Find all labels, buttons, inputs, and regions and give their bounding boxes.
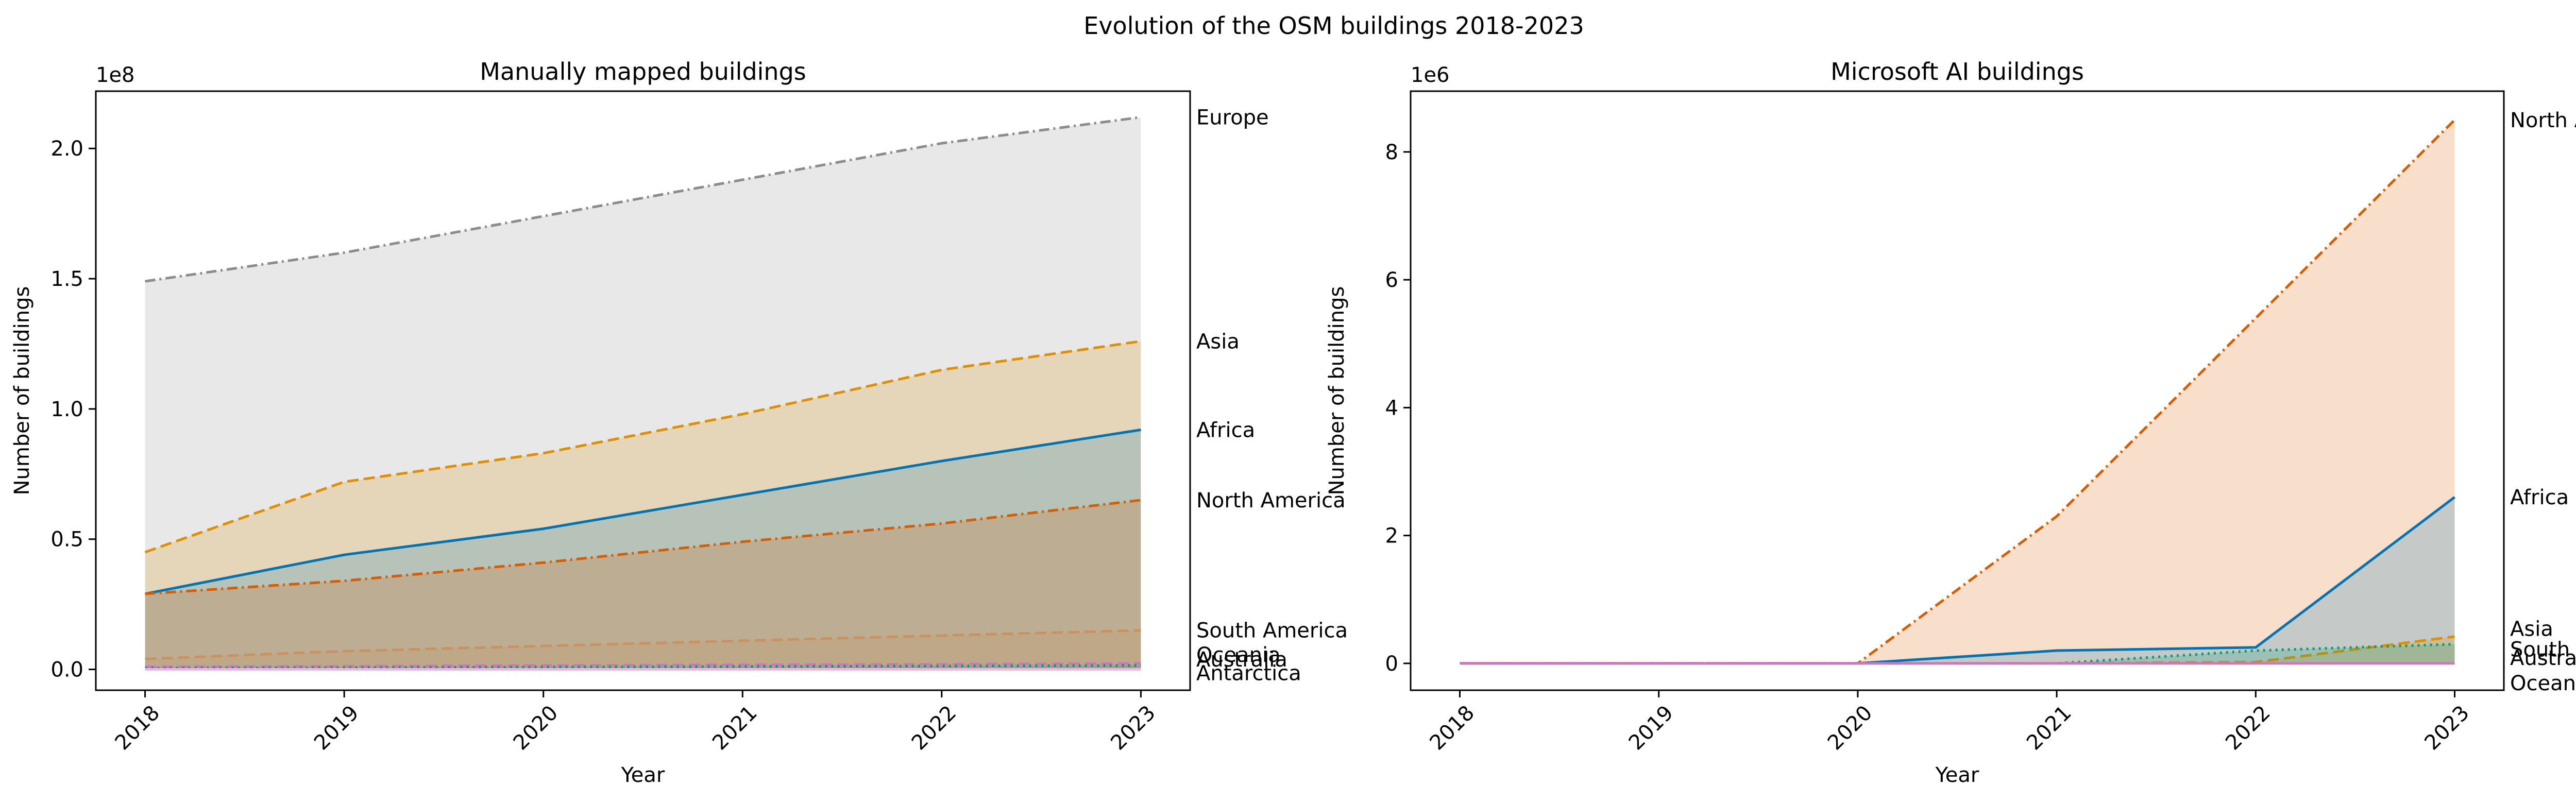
series-group xyxy=(1460,119,2456,665)
line-africa xyxy=(145,428,1141,595)
y-tick-label: 1.5 xyxy=(50,267,83,291)
line-europe xyxy=(145,116,1141,283)
end-label-antarctica: Antarctica xyxy=(1196,661,1301,685)
area-south-america xyxy=(145,630,1141,670)
y-tick-label: 0.0 xyxy=(50,658,83,682)
end-label-africa: Africa xyxy=(2510,486,2569,509)
end-label-north-america: North America xyxy=(2510,109,2576,132)
end-label-oceania: Oceania xyxy=(2510,672,2576,695)
x-axis-label: Year xyxy=(621,763,665,787)
y-tick-label: 6 xyxy=(1385,268,1398,292)
panel-title: Microsoft AI buildings xyxy=(1831,58,2084,86)
line-australia xyxy=(145,664,1141,670)
y-tick-label: 4 xyxy=(1385,396,1398,420)
y-tick-label: 0 xyxy=(1385,652,1398,676)
y-offset-label: 1e8 xyxy=(96,63,135,87)
line-south-america xyxy=(1460,643,2455,665)
x-axis-label: Year xyxy=(1935,763,1979,787)
series-group xyxy=(144,116,1141,671)
end-label-asia: Asia xyxy=(2510,618,2553,641)
area-south-america xyxy=(1460,644,2455,663)
area-asia xyxy=(1460,636,2455,663)
end-label-asia: Asia xyxy=(1196,330,1240,353)
end-label-australia: Australia xyxy=(2510,646,2576,670)
line-oceania xyxy=(145,662,1141,668)
end-label-north-america: North America xyxy=(1196,489,1346,513)
end-label-south-america: South America xyxy=(1196,619,1348,643)
y-axis-label: Number of buildings xyxy=(10,286,34,496)
end-label-australia: Australia xyxy=(1196,648,1287,672)
y-tick-label: 2 xyxy=(1385,524,1398,548)
y-offset-label: 1e6 xyxy=(1411,63,1450,87)
panel-title: Manually mapped buildings xyxy=(480,58,806,86)
line-north-america xyxy=(145,499,1141,595)
manual-buildings-panel: 2018 2019 2020 2021 2022 20230.00.51.01.52.01… xyxy=(10,58,1348,787)
axes-frame xyxy=(95,90,1191,691)
figure-title: Evolution of the OSM buildings 2018-2023 xyxy=(1083,12,1584,40)
area-europe xyxy=(145,117,1141,670)
area-africa xyxy=(1460,497,2455,663)
y-tick-label: 8 xyxy=(1385,141,1398,164)
line-south-america xyxy=(145,629,1141,660)
end-label-south-america: South America xyxy=(2510,638,2576,662)
y-tick-label: 2.0 xyxy=(50,137,83,161)
line-asia xyxy=(144,339,1141,554)
area-north-america xyxy=(1460,120,2455,663)
y-tick-label: 1.0 xyxy=(50,398,83,421)
end-label-africa: Africa xyxy=(1196,418,1255,442)
end-label-oceania: Oceania xyxy=(1196,643,1281,667)
y-tick-label: 0.5 xyxy=(50,528,83,552)
y-axis-label: Number of buildings xyxy=(1325,286,1349,496)
area-north-america xyxy=(145,500,1141,670)
axes-frame xyxy=(1410,90,2505,691)
area-asia xyxy=(145,341,1141,670)
area-africa xyxy=(145,430,1141,670)
end-label-europe: Europe xyxy=(1196,106,1269,130)
